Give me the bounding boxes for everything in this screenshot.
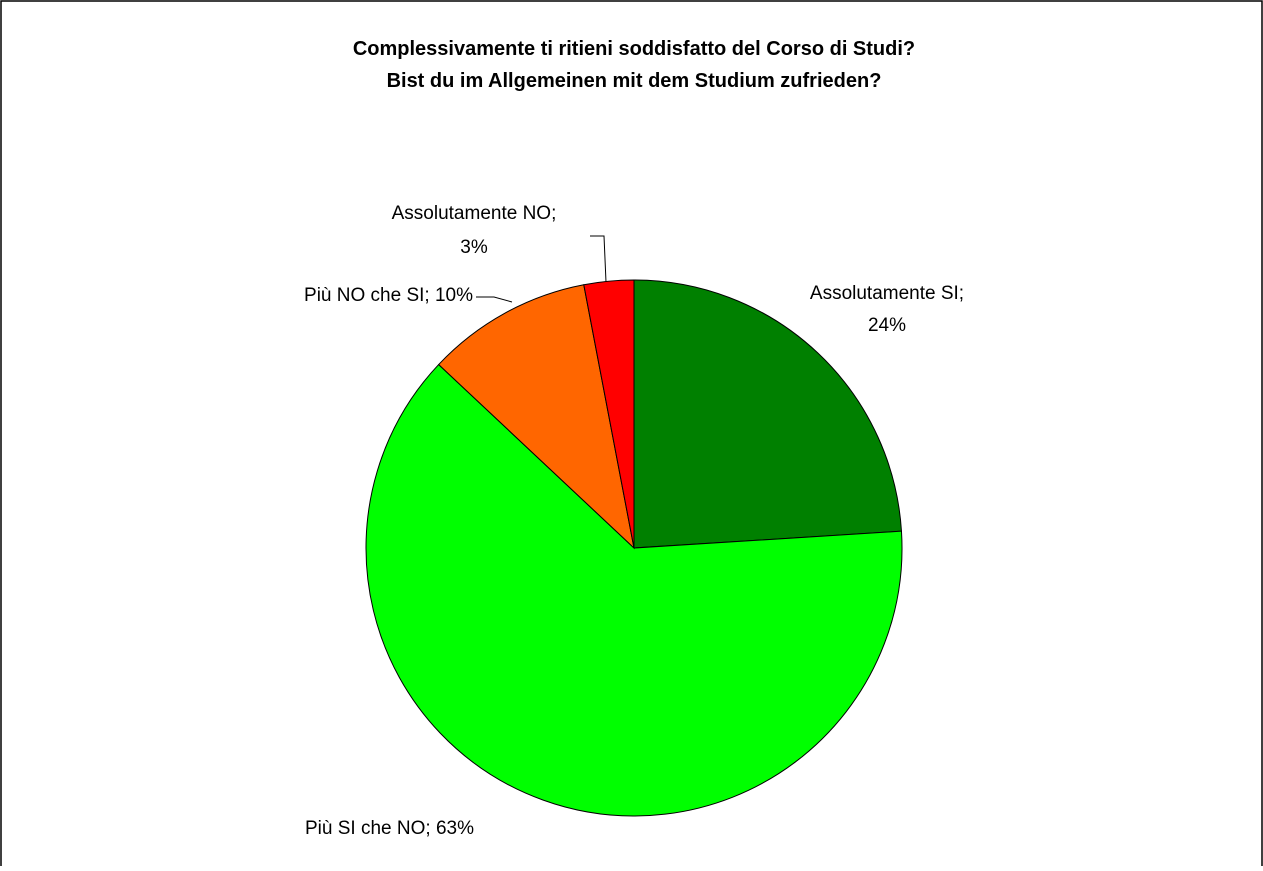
leader-line [590,235,607,283]
chart-title: Bist du im Allgemeinen mit dem Studium z… [387,70,882,92]
pie-slice [365,363,903,817]
data-label: Assolutamente SI; [810,283,964,304]
pie-slice [633,279,903,549]
data-label: Più NO che SI; 10% [304,285,473,306]
data-label: Più SI che NO; 63% [305,818,474,839]
pie-slice [437,284,635,550]
data-label: 24% [868,315,906,336]
pie-slice [583,279,635,549]
chart-title: Complessivamente ti ritieni soddisfatto … [353,38,915,60]
leader-line [476,296,513,303]
data-label: Assolutamente NO; [392,203,557,224]
data-label: 3% [460,237,488,258]
